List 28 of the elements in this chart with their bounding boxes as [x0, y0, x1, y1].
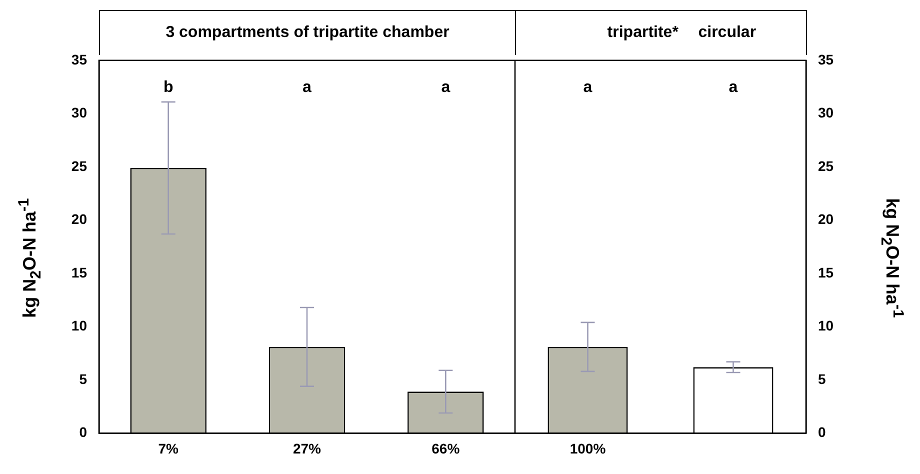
x-tick-label: 27% — [292, 440, 322, 456]
annotation: a — [583, 78, 592, 96]
y-tick-label: 20 — [71, 211, 88, 228]
y2-tick-label: 25 — [818, 158, 834, 174]
y-tick-label: 30 — [71, 104, 88, 121]
annotation: a — [441, 78, 450, 96]
y-tick-label: 35 — [71, 51, 88, 68]
y2-tick-label: 20 — [818, 211, 834, 228]
y2-tick-label: 35 — [818, 51, 834, 68]
y-tick-label: 25 — [71, 158, 88, 174]
annotation: a — [302, 78, 312, 96]
x-tick-label: 7% — [158, 440, 179, 456]
annotation: a — [728, 78, 738, 96]
x-tick-label: 66% — [432, 440, 460, 456]
y-tick-label: 10 — [71, 318, 88, 334]
y-tick-label: 0 — [79, 424, 88, 440]
chart-title: 3 compartments of tripartite chamber — [166, 24, 450, 42]
y-tick-label: 5 — [79, 370, 88, 387]
y2-tick-label: 0 — [818, 424, 826, 440]
annotation: b — [163, 78, 174, 96]
y2-tick-label: 30 — [818, 104, 834, 121]
y2-tick-label: 10 — [818, 318, 834, 334]
text: circular — [698, 24, 756, 42]
x-tick-label: 100% — [570, 440, 606, 456]
y2-tick-label: 15 — [818, 264, 834, 280]
y2-tick-label: 5 — [818, 370, 826, 387]
text: tripartite* — [607, 24, 678, 42]
y-tick-label: 15 — [71, 264, 88, 280]
